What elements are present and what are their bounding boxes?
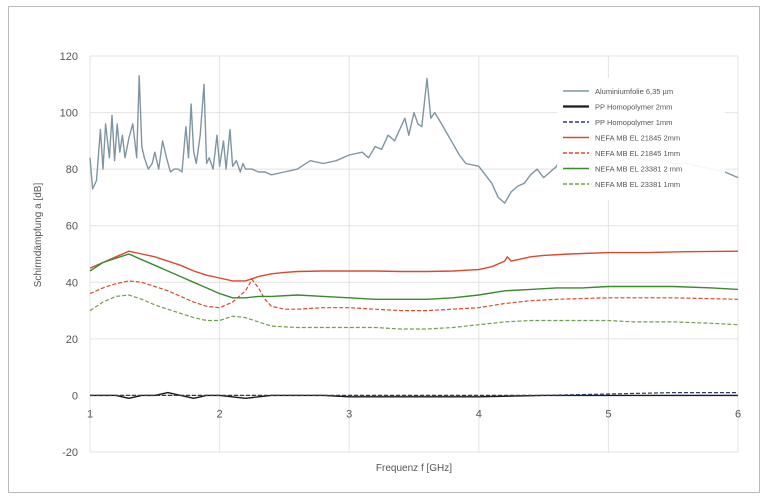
y-tick-label: 100 xyxy=(60,108,78,120)
x-tick-label: 1 xyxy=(87,408,93,420)
y-tick-label: 0 xyxy=(72,390,78,402)
legend-label: PP Homopolymer 2mm xyxy=(595,103,672,112)
y-tick-label: 80 xyxy=(66,164,78,176)
x-tick-label: 5 xyxy=(605,408,611,420)
legend: Aluminiumfolie 6,35 µm PP Homopolymer 2mm… xyxy=(557,78,725,200)
series-line-5 xyxy=(89,278,739,312)
y-tick-label: 60 xyxy=(66,221,78,233)
x-tick-label: 2 xyxy=(217,408,223,420)
series-line-7 xyxy=(89,294,739,330)
series-line-4 xyxy=(89,250,739,282)
legend-label: PP Homopolymer 1mm xyxy=(595,118,672,127)
x-tick-label: 3 xyxy=(346,408,352,420)
x-axis-label: Frequenz f [GHz] xyxy=(376,463,452,474)
y-tick-label: -20 xyxy=(62,447,78,459)
legend-box xyxy=(557,78,725,200)
series-line-3 xyxy=(90,392,738,396)
y-tick-label: 120 xyxy=(60,51,78,63)
y-tick-labels: -20 0 20 40 60 80 100 120 xyxy=(60,51,78,459)
legend-label: Aluminiumfolie 6,35 µm xyxy=(595,87,673,96)
legend-label: NEFA MB EL 23381 1mm xyxy=(595,180,680,189)
y-axis-label: Schirmdämpfung a [dB] xyxy=(33,183,44,288)
series-line-6 xyxy=(89,253,739,300)
x-tick-label: 6 xyxy=(735,408,741,420)
series-line-2 xyxy=(90,391,738,399)
x-tick-label: 4 xyxy=(476,408,482,420)
legend-label: NEFA MB EL 23381 2 mm xyxy=(595,165,682,174)
y-tick-label: 40 xyxy=(66,277,78,289)
x-tick-labels: 1 2 3 4 5 6 xyxy=(87,408,741,420)
legend-label: NEFA MB EL 21845 1mm xyxy=(595,149,680,158)
series-layer xyxy=(89,75,739,399)
series-line-1 xyxy=(89,75,739,204)
legend-label: NEFA MB EL 21845 2mm xyxy=(595,134,680,143)
y-tick-label: 20 xyxy=(66,334,78,346)
